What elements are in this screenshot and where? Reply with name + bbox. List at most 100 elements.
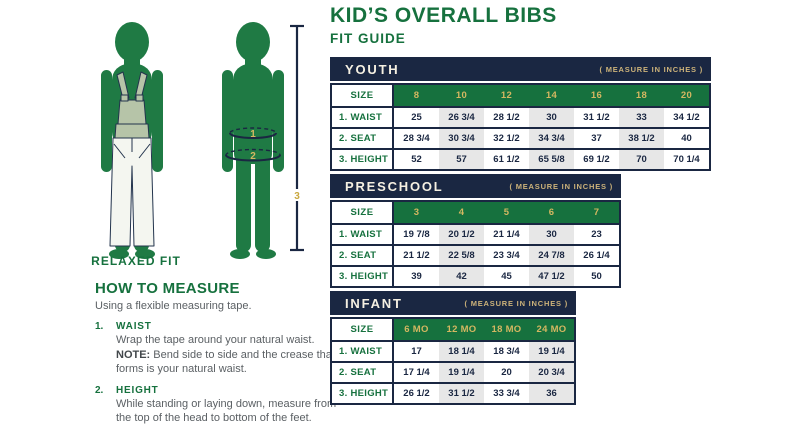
size-column-header: SIZE [332, 319, 394, 340]
size-cell: 12 [484, 85, 529, 106]
size-cell: 4 [439, 202, 484, 223]
value-cell: 17 1/4 [394, 361, 439, 382]
value-cell: 30 [529, 106, 574, 127]
seat-marker: 2 [250, 151, 256, 162]
size-cell: 10 [439, 85, 484, 106]
value-cell: 18 3/4 [484, 340, 529, 361]
value-cell: 21 1/2 [394, 244, 439, 265]
measure-step-waist: 1. WAIST Wrap the tape around your natur… [95, 321, 353, 376]
table-header-bar: INFANT ( MEASURE IN INCHES ) [330, 291, 576, 315]
table-title: YOUTH [345, 61, 400, 77]
size-cell: 16 [574, 85, 619, 106]
size-cell: 18 MO [484, 319, 529, 340]
note-text: Bend side to side and the crease that fo… [116, 349, 335, 375]
value-cell: 20 [484, 361, 529, 382]
value-cell: 23 3/4 [484, 244, 529, 265]
size-cell: 24 MO [529, 319, 574, 340]
value-cell: 21 1/4 [484, 223, 529, 244]
value-cell: 34 1/2 [664, 106, 709, 127]
value-cell: 31 1/2 [439, 382, 484, 403]
value-cell: 34 3/4 [529, 127, 574, 148]
table-title: PRESCHOOL [345, 178, 444, 194]
size-table-preschool: PRESCHOOL( MEASURE IN INCHES ) SIZE 3 4 5 6 7 1… [330, 174, 621, 288]
row-label: 1. WAIST [332, 106, 394, 127]
step-note: NOTE: Bend side to side and the crease t… [116, 349, 353, 376]
value-cell: 18 1/4 [439, 340, 484, 361]
size-table-infant: INFANT ( MEASURE IN INCHES ) SIZE 6 MO 12 MO… [330, 291, 576, 405]
step-title: HEIGHT [116, 385, 159, 397]
size-cell: 7 [574, 202, 619, 223]
step-number: 2. [95, 385, 104, 397]
value-cell: 20 3/4 [529, 361, 574, 382]
value-cell: 45 [484, 265, 529, 286]
value-cell: 19 1/4 [529, 340, 574, 361]
table-title: INFANT [345, 295, 403, 311]
value-cell: 26 1/2 [394, 382, 439, 403]
value-cell: 33 [619, 106, 664, 127]
size-cell: 5 [484, 202, 529, 223]
value-cell: 31 1/2 [574, 106, 619, 127]
value-cell: 37 [574, 127, 619, 148]
size-grid: SIZE 6 MO 12 MO 18 MO 24 MO 1. WAIST 17 18 1/4 1… [330, 317, 576, 405]
row-label: 2. SEAT [332, 127, 394, 148]
relaxed-fit-label: RELAXED FIT [91, 254, 181, 268]
step-number: 1. [95, 321, 104, 332]
value-cell: 26 3/4 [439, 106, 484, 127]
size-column-header: SIZE [332, 202, 394, 223]
row-label: 3. HEIGHT [332, 148, 394, 169]
measurement-figure: 1 2 3 [222, 22, 304, 259]
value-cell: 61 1/2 [484, 148, 529, 169]
value-cell: 22 5/8 [439, 244, 484, 265]
size-table-youth: YOUTH( MEASURE IN INCHES ) SIZE 8 10 12 14 16 1… [330, 57, 711, 171]
step-title: WAIST [116, 321, 152, 332]
value-cell: 69 1/2 [574, 148, 619, 169]
size-cell: 6 MO [394, 319, 439, 340]
value-cell: 30 3/4 [439, 127, 484, 148]
value-cell: 19 1/4 [439, 361, 484, 382]
value-cell: 70 1/4 [664, 148, 709, 169]
value-cell: 25 [394, 106, 439, 127]
size-cell: 8 [394, 85, 439, 106]
row-label: 3. HEIGHT [332, 382, 394, 403]
value-cell: 52 [394, 148, 439, 169]
value-cell: 47 1/2 [529, 265, 574, 286]
value-cell: 38 1/2 [619, 127, 664, 148]
step-text: Wrap the tape around your natural waist. [116, 334, 315, 346]
page-title: KID’S OVERALL BIBS [330, 4, 557, 27]
size-cell: 3 [394, 202, 439, 223]
size-cell: 20 [664, 85, 709, 106]
how-to-measure-section: HOW TO MEASURE Using a flexible measurin… [95, 280, 353, 425]
row-label: 3. HEIGHT [332, 265, 394, 286]
value-cell: 50 [574, 265, 619, 286]
height-marker: 3 [294, 191, 300, 202]
value-cell: 20 1/2 [439, 223, 484, 244]
size-cell: 18 [619, 85, 664, 106]
overalls-figure [101, 22, 163, 259]
page-subtitle: FIT GUIDE [330, 31, 406, 46]
value-cell: 40 [664, 127, 709, 148]
row-label: 1. WAIST [332, 223, 394, 244]
table-header-bar: PRESCHOOL ( MEASURE IN INCHES ) [330, 174, 621, 198]
size-cell: 6 [529, 202, 574, 223]
value-cell: 36 [529, 382, 574, 403]
value-cell: 24 7/8 [529, 244, 574, 265]
value-cell: 23 [574, 223, 619, 244]
value-cell: 17 [394, 340, 439, 361]
row-label: 1. WAIST [332, 340, 394, 361]
table-header-bar: YOUTH ( MEASURE IN INCHES ) [330, 57, 711, 81]
height-measure-line [290, 24, 304, 252]
measure-units-note: ( MEASURE IN INCHES ) [464, 298, 568, 308]
step-text: While standing or laying down, measure f… [116, 398, 337, 424]
overalls-garment [109, 71, 155, 247]
size-grid: SIZE 8 10 12 14 16 18 20 1. WAIST 25 26 3/4 28 1/2 3… [330, 83, 711, 171]
waist-marker: 1 [250, 129, 256, 140]
value-cell: 57 [439, 148, 484, 169]
how-to-measure-heading: HOW TO MEASURE [95, 280, 240, 297]
size-cell: 12 MO [439, 319, 484, 340]
value-cell: 65 5/8 [529, 148, 574, 169]
row-label: 2. SEAT [332, 361, 394, 382]
value-cell: 70 [619, 148, 664, 169]
note-label: NOTE: [116, 349, 151, 362]
how-to-measure-intro: Using a flexible measuring tape. [95, 300, 252, 312]
